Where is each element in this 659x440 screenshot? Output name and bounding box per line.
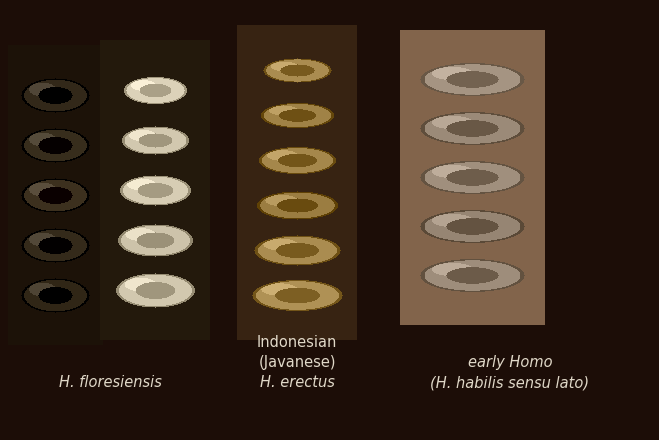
Text: Indonesian: Indonesian — [257, 335, 337, 350]
Text: (Javanese): (Javanese) — [258, 355, 335, 370]
Text: H. erectus: H. erectus — [260, 375, 334, 390]
Text: early Homo: early Homo — [468, 355, 552, 370]
Text: (H. habilis sensu lato): (H. habilis sensu lato) — [430, 375, 590, 390]
Text: H. floresiensis: H. floresiensis — [59, 375, 161, 390]
